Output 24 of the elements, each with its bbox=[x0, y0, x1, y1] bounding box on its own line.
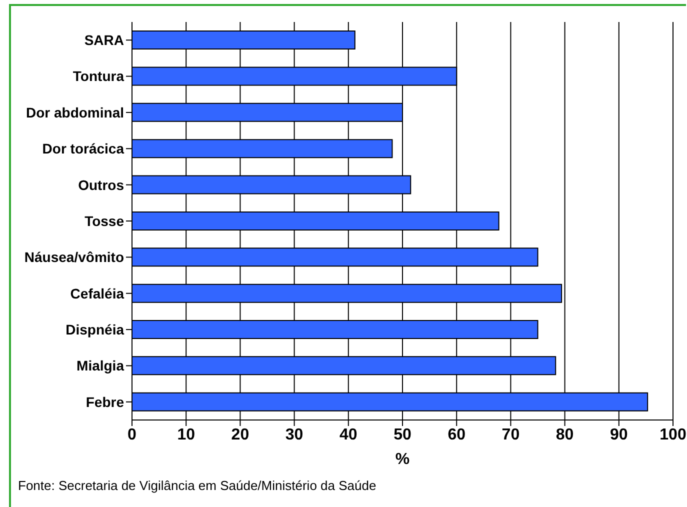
y-tick-label: Cefaléia bbox=[70, 285, 124, 302]
source-note: Fonte: Secretaria de Vigilância em Saúde/Ministério da Saúde bbox=[18, 478, 376, 493]
x-tick-label: 30 bbox=[285, 426, 304, 444]
y-tick-label: Dor abdominal bbox=[26, 104, 124, 120]
y-tick-label: Mialgia bbox=[76, 358, 124, 374]
x-tick-label: 100 bbox=[660, 426, 686, 444]
y-tick-label: Febre bbox=[86, 394, 124, 410]
x-tick-label: 80 bbox=[556, 426, 574, 444]
x-tick-label: 50 bbox=[394, 426, 412, 444]
x-tick-label: 90 bbox=[610, 426, 628, 444]
x-tick-label: 20 bbox=[231, 426, 250, 444]
x-tick-label: 70 bbox=[502, 426, 520, 444]
y-tick-label: SARA bbox=[84, 32, 124, 48]
x-tick-label: 10 bbox=[177, 426, 196, 444]
y-tick-label: Náusea/vômito bbox=[24, 249, 124, 266]
x-tick-label: 0 bbox=[128, 426, 137, 444]
y-tick-label: Outros bbox=[78, 176, 124, 193]
y-tick-label: Dor torácica bbox=[42, 140, 124, 157]
x-tick-label: 40 bbox=[340, 426, 358, 444]
y-tick-label: Tosse bbox=[84, 212, 124, 229]
x-axis-title: % bbox=[395, 451, 410, 468]
y-tick-label: Tontura bbox=[72, 68, 124, 84]
y-tick-label: Dispnéia bbox=[66, 322, 124, 338]
x-tick-label: 60 bbox=[448, 426, 466, 444]
